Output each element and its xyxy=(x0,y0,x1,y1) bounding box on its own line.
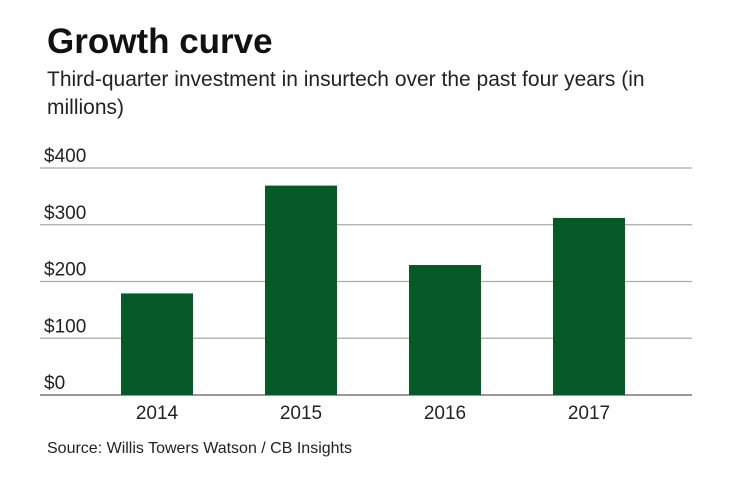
y-tick-label: $300 xyxy=(44,203,86,224)
bar-2017 xyxy=(553,217,625,395)
chart-subtitle: Third-quarter investment in insurtech ov… xyxy=(47,68,645,119)
y-tick-label: $200 xyxy=(44,260,86,281)
x-tick-label: 2015 xyxy=(280,403,322,424)
x-tick-label: 2017 xyxy=(568,403,610,424)
source-note: Source: Willis Towers Watson / CB Insigh… xyxy=(47,440,352,457)
bar-2015 xyxy=(265,185,337,395)
y-tick-label: $400 xyxy=(44,146,86,167)
bar-2014 xyxy=(121,293,193,395)
x-tick-label: 2016 xyxy=(424,403,466,424)
y-tick-label: $100 xyxy=(44,316,86,337)
bar-2016 xyxy=(409,265,481,395)
x-tick-label: 2014 xyxy=(136,403,179,424)
chart-title: Growth curve xyxy=(47,22,273,61)
y-tick-label: $0 xyxy=(44,373,65,394)
